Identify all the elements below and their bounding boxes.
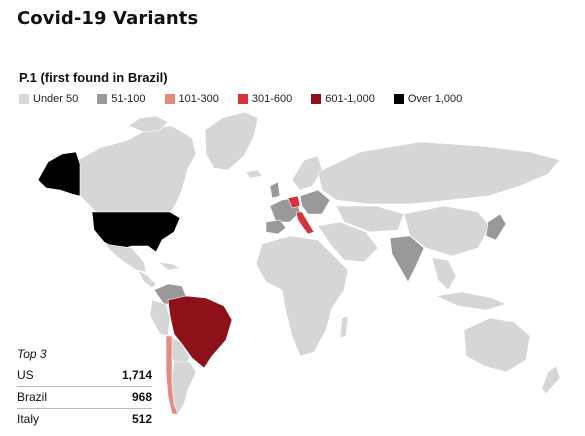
page-title: Covid-19 Variants	[17, 8, 199, 29]
arctic-islands[interactable]	[127, 115, 169, 133]
spain[interactable]	[265, 219, 287, 235]
country-name: Italy	[17, 412, 40, 426]
legend-item-under-50: Under 50	[19, 93, 78, 105]
greenland[interactable]	[204, 111, 259, 171]
country-name: US	[17, 368, 34, 382]
legend: Under 50 51-100 101-300 301-600 601-1,00…	[19, 93, 481, 105]
top3-table: Top 3 US 1,714 Brazil 968 Italy 512	[17, 347, 152, 430]
legend-item-51-100: 51-100	[97, 93, 146, 105]
legend-item-101-300: 101-300	[164, 93, 219, 105]
uk[interactable]	[269, 181, 281, 199]
indonesia[interactable]	[434, 291, 507, 311]
legend-label: Over 1,000	[407, 93, 463, 105]
legend-swatch	[311, 94, 322, 104]
new-zealand[interactable]	[541, 365, 561, 395]
legend-swatch	[237, 94, 248, 104]
central-asia[interactable]	[335, 205, 405, 233]
mexico[interactable]	[103, 243, 147, 273]
peru[interactable]	[149, 299, 171, 337]
legend-label: 301-600	[251, 93, 293, 105]
case-count: 968	[131, 390, 152, 404]
argentina[interactable]	[171, 361, 197, 415]
table-row: Italy 512	[17, 409, 152, 430]
legend-swatch	[164, 94, 175, 104]
russia[interactable]	[317, 141, 561, 205]
table-row: Brazil 968	[17, 387, 152, 409]
scandinavia[interactable]	[291, 155, 323, 191]
caribbean[interactable]	[156, 261, 181, 271]
case-count: 512	[131, 412, 152, 426]
legend-label: Under 50	[33, 93, 79, 105]
case-count: 1,714	[121, 368, 152, 382]
legend-swatch	[97, 94, 108, 104]
legend-swatch	[393, 94, 404, 104]
legend-label: 101-300	[178, 93, 219, 105]
southeast-asia[interactable]	[431, 257, 457, 291]
legend-item-over-1000: Over 1,000	[393, 93, 463, 105]
legend-item-601-1000: 601-1,000	[311, 93, 375, 105]
central-america[interactable]	[137, 269, 157, 289]
legend-item-301-600: 301-600	[237, 93, 293, 105]
brazil[interactable]	[167, 295, 233, 369]
italy[interactable]	[295, 211, 315, 235]
australia[interactable]	[463, 317, 531, 373]
middle-east[interactable]	[317, 221, 379, 263]
africa[interactable]	[255, 235, 349, 357]
alaska[interactable]	[37, 151, 81, 197]
canada[interactable]	[77, 125, 197, 213]
table-row: US 1,714	[17, 365, 152, 387]
chile[interactable]	[165, 335, 179, 415]
legend-label: 601-1,000	[325, 93, 375, 105]
madagascar[interactable]	[339, 315, 349, 339]
iceland[interactable]	[245, 169, 263, 179]
usa[interactable]	[91, 211, 181, 253]
legend-label: 51-100	[111, 93, 146, 105]
country-name: Brazil	[17, 390, 48, 404]
central-europe[interactable]	[287, 195, 301, 209]
world-map	[37, 111, 561, 415]
eastern-europe[interactable]	[299, 189, 331, 215]
map-subtitle: P.1 (first found in Brazil)	[19, 70, 168, 85]
top3-title: Top 3	[17, 347, 47, 361]
japan[interactable]	[485, 213, 507, 241]
legend-swatch	[19, 94, 29, 104]
china[interactable]	[403, 205, 491, 257]
